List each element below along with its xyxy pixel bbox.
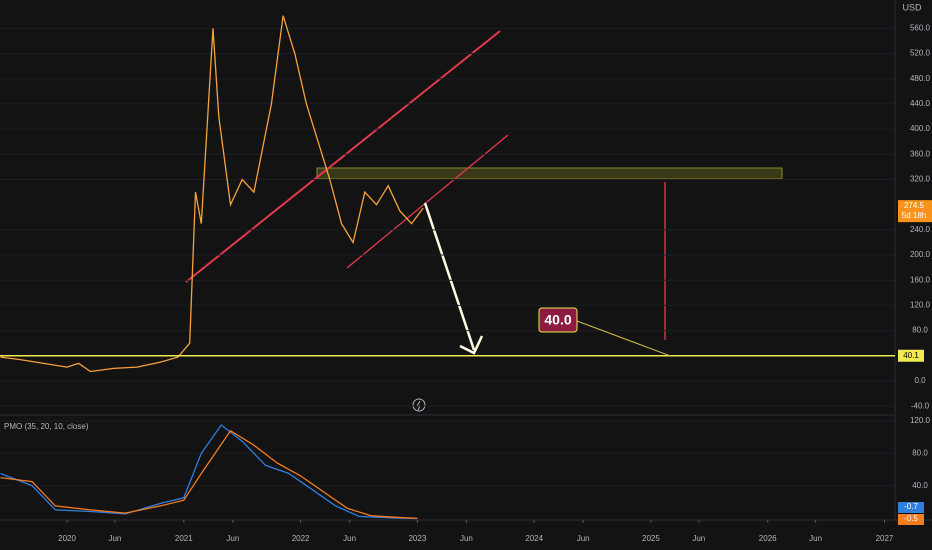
indicator-value-box: [898, 514, 924, 525]
x-tick-label: 2025: [642, 534, 660, 543]
annotation-connector: [576, 320, 671, 357]
annotation-box: [538, 307, 578, 333]
target-label-box: [898, 349, 924, 362]
x-tick-label: 2020: [58, 534, 76, 543]
y-tick-label: 240.0: [910, 225, 931, 234]
x-tick-label: Jun: [460, 534, 473, 543]
last-price-label: 274.5: [904, 201, 925, 210]
x-tick-label: 2024: [525, 534, 543, 543]
series-line: [0, 429, 418, 520]
y-tick-label: 120.0: [910, 301, 931, 310]
y-tick-label: 120.0: [910, 416, 931, 425]
x-tick-label: Jun: [343, 534, 356, 543]
currency-label: USD: [902, 2, 922, 12]
indicator-value-label: -0.7: [904, 502, 918, 511]
x-tick-label: Jun: [577, 534, 590, 543]
trend-line: [185, 30, 501, 283]
x-tick-label: Jun: [226, 534, 239, 543]
target-label: 40.1: [903, 351, 919, 360]
y-tick-label: 320.0: [910, 175, 931, 184]
x-tick-label: 2026: [759, 534, 777, 543]
y-tick-label: 160.0: [910, 275, 931, 284]
x-tick-label: Jun: [692, 534, 705, 543]
indicator-title: PMO (35, 20, 10, close): [4, 422, 89, 431]
arrow-head: [459, 335, 484, 355]
series-line: [0, 15, 424, 373]
icon-circle[interactable]: [412, 398, 426, 412]
last-price-box: [898, 200, 932, 223]
x-tick-label: 2022: [292, 534, 310, 543]
resistance-zone: [316, 167, 783, 180]
annotation-label: 40.0: [544, 312, 571, 328]
y-tick-label: 400.0: [910, 124, 931, 133]
x-tick-label: 2027: [876, 534, 894, 543]
indicator-value-label: -0.5: [904, 514, 918, 523]
y-tick-label: 40.0: [912, 481, 928, 490]
y-tick-label: 360.0: [910, 149, 931, 158]
countdown-label: 5d 18h: [902, 211, 926, 220]
y-tick-label: 520.0: [910, 49, 931, 58]
series-line: [0, 424, 418, 520]
y-tick-label: 200.0: [910, 250, 931, 259]
indicator-value-box: [898, 502, 924, 513]
y-tick-label: 80.0: [912, 448, 928, 457]
x-tick-label: Jun: [809, 534, 822, 543]
y-tick-label: 560.0: [910, 23, 931, 32]
x-tick-label: Jun: [108, 534, 121, 543]
y-tick-label: 0.0: [914, 376, 926, 385]
y-tick-label: 480.0: [910, 74, 931, 83]
y-tick-label: -40.0: [911, 401, 930, 410]
y-tick-label: 440.0: [910, 99, 931, 108]
y-tick-label: 80.0: [912, 326, 928, 335]
trend-line: [346, 134, 509, 269]
x-tick-label: 2021: [175, 534, 193, 543]
arrow: [423, 202, 476, 351]
x-tick-label: 2023: [408, 534, 426, 543]
